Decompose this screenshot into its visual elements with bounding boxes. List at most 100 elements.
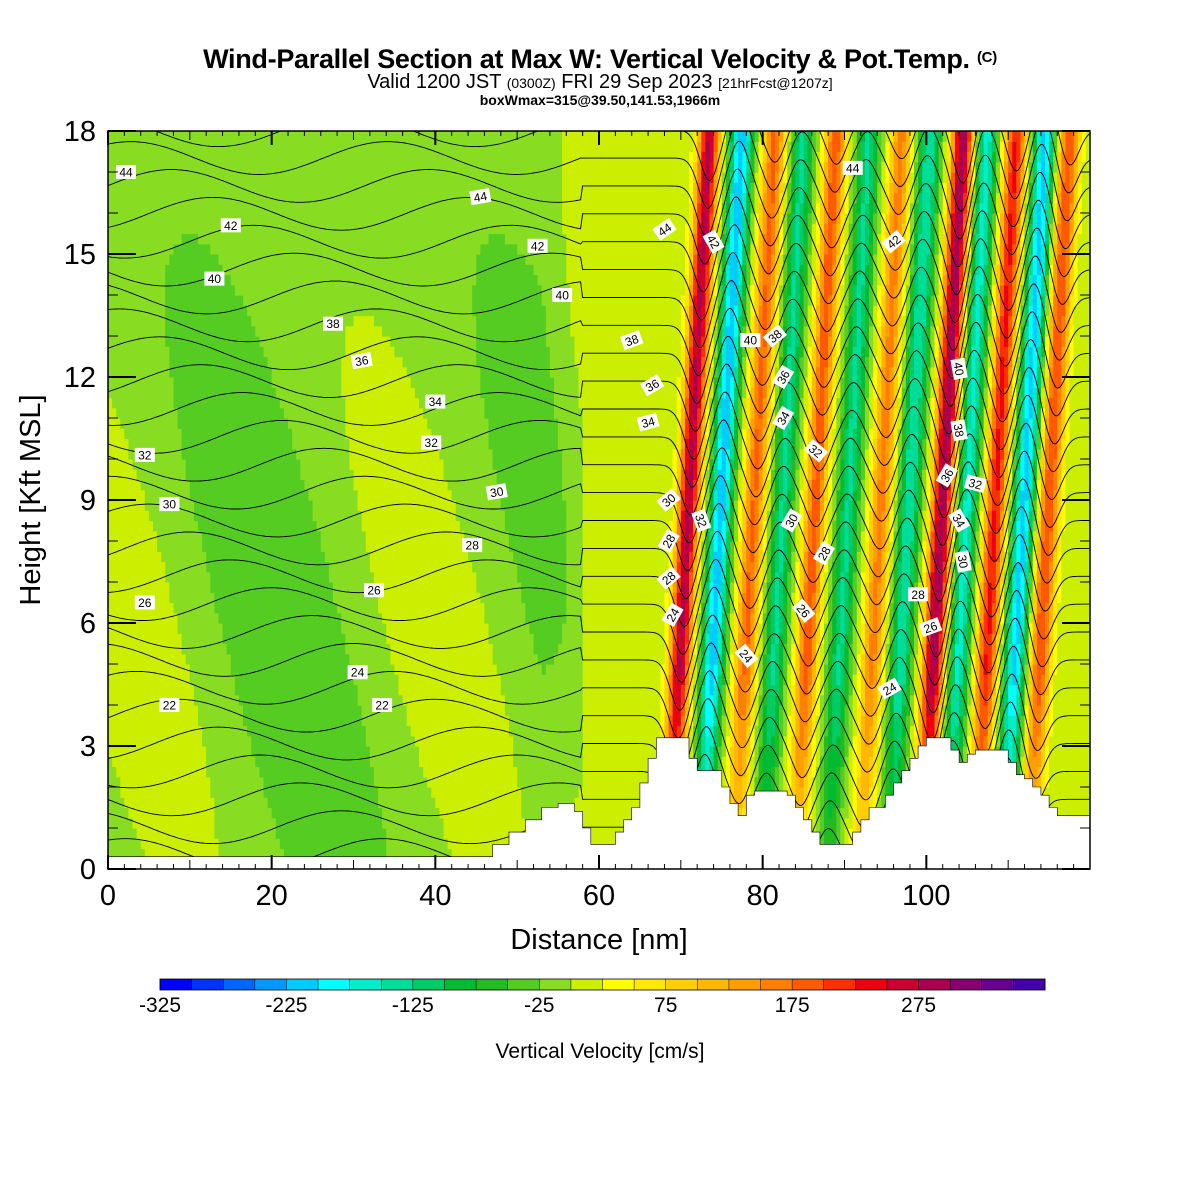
w-cell <box>214 233 220 245</box>
w-cell <box>378 489 383 501</box>
w-cell <box>353 387 359 399</box>
w-cell <box>198 172 203 183</box>
w-cell <box>304 459 310 470</box>
w-cell <box>320 653 326 665</box>
w-cell <box>251 797 256 809</box>
w-cell <box>292 653 297 665</box>
w-cell <box>251 838 256 850</box>
w-cell <box>247 438 252 450</box>
w-cell <box>222 776 228 788</box>
w-cell <box>161 561 166 573</box>
w-cell <box>263 346 269 358</box>
w-cell <box>181 561 187 573</box>
w-cell <box>316 664 322 675</box>
w-cell <box>333 623 338 634</box>
w-cell <box>267 151 273 163</box>
w-cell <box>112 664 117 675</box>
w-cell <box>349 459 355 470</box>
w-cell <box>169 479 175 491</box>
w-cell <box>283 684 289 696</box>
w-cell <box>324 479 330 491</box>
w-cell <box>198 551 203 563</box>
w-cell <box>324 223 330 235</box>
w-cell <box>390 817 396 829</box>
w-cell <box>230 848 236 860</box>
w-cell <box>316 407 322 419</box>
w-cell <box>259 592 265 604</box>
w-cell <box>161 530 166 542</box>
w-cell <box>365 418 371 429</box>
w-cell <box>328 725 334 737</box>
w-cell <box>157 612 162 624</box>
w-cell <box>382 151 387 163</box>
w-cell <box>279 623 285 634</box>
w-cell <box>140 213 146 224</box>
w-cell <box>210 469 215 481</box>
w-cell <box>214 684 220 696</box>
w-cell <box>226 756 232 768</box>
w-cell <box>324 612 330 624</box>
w-cell <box>357 735 363 747</box>
w-cell <box>202 131 207 142</box>
w-cell <box>365 735 371 747</box>
w-cell <box>320 213 326 224</box>
w-cell <box>259 151 265 163</box>
w-cell <box>140 571 146 583</box>
w-cell <box>238 756 244 768</box>
w-cell <box>214 612 220 624</box>
w-cell <box>247 715 252 727</box>
w-cell <box>337 469 342 481</box>
w-cell <box>312 182 318 194</box>
w-cell <box>316 202 322 214</box>
w-cell <box>328 397 334 409</box>
w-cell <box>177 520 183 532</box>
w-cell <box>263 684 269 696</box>
w-cell <box>132 284 138 296</box>
w-cell <box>206 520 211 532</box>
w-cell <box>198 366 203 378</box>
w-cell <box>369 633 375 645</box>
w-cell <box>312 418 318 429</box>
w-cell <box>218 807 224 819</box>
w-cell <box>320 469 326 481</box>
w-cell <box>345 807 351 819</box>
w-cell <box>341 725 346 737</box>
w-cell <box>136 746 142 757</box>
w-cell <box>333 305 338 317</box>
w-cell <box>230 725 236 737</box>
w-cell <box>333 254 338 265</box>
w-cell <box>382 325 387 337</box>
w-cell <box>157 571 162 583</box>
w-cell <box>263 582 269 593</box>
w-cell <box>161 459 166 470</box>
w-cell <box>292 848 297 860</box>
w-cell <box>140 397 146 409</box>
w-cell <box>181 223 187 235</box>
w-cell <box>124 561 130 573</box>
w-cell <box>112 387 117 399</box>
w-cell <box>373 828 379 839</box>
w-cell <box>238 418 244 429</box>
w-cell <box>173 551 179 563</box>
w-cell <box>333 325 338 337</box>
w-cell <box>304 428 310 440</box>
w-cell <box>369 295 375 306</box>
w-cell <box>316 520 322 532</box>
w-cell <box>202 141 207 153</box>
w-cell <box>202 746 207 757</box>
w-cell <box>390 828 396 839</box>
w-cell <box>161 469 166 481</box>
w-cell <box>230 366 236 378</box>
w-cell <box>263 264 269 276</box>
w-cell <box>255 571 260 583</box>
w-cell <box>161 418 166 429</box>
w-cell <box>161 448 166 460</box>
w-cell <box>361 469 367 481</box>
w-cell <box>108 510 113 522</box>
w-cell <box>386 520 391 532</box>
w-cell <box>341 838 346 850</box>
w-cell <box>386 489 391 501</box>
w-cell <box>226 612 232 624</box>
w-cell <box>193 315 199 327</box>
w-cell <box>140 520 146 532</box>
